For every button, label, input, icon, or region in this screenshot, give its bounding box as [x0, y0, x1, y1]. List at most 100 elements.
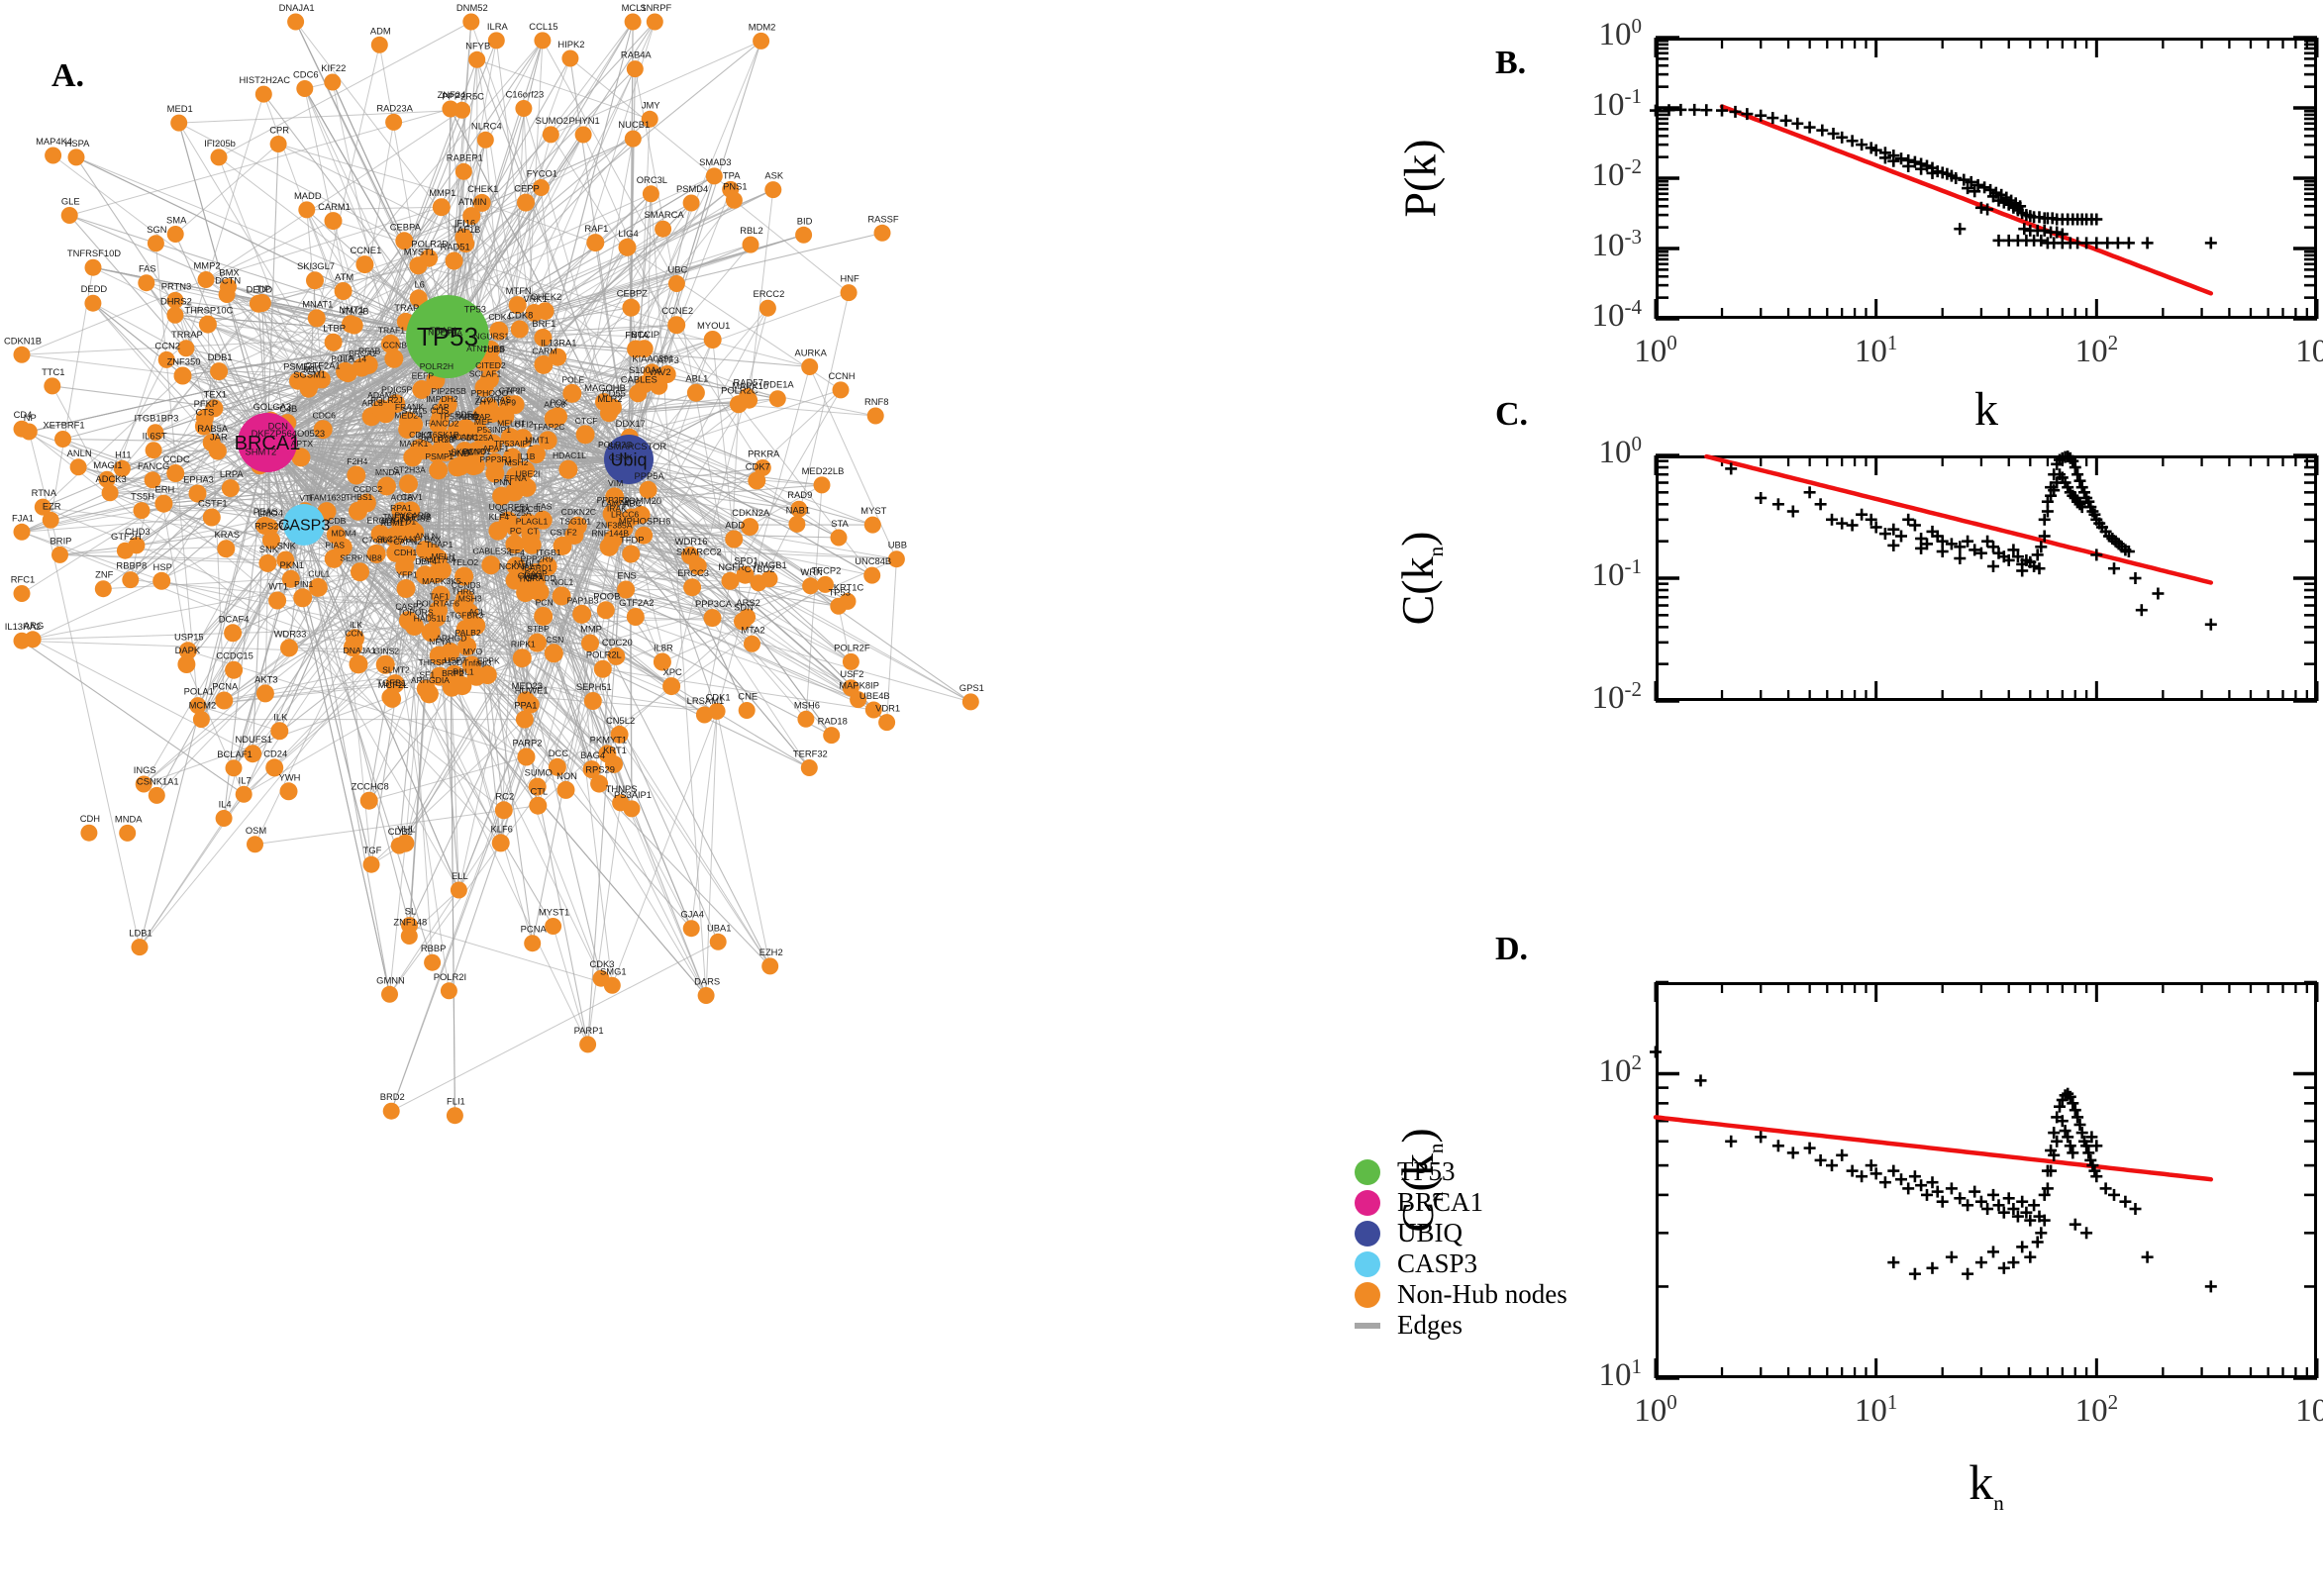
gene-label: CDK4 [488, 312, 511, 322]
gene-label: CHEK1 [467, 183, 498, 194]
gene-label: NFYA [429, 637, 452, 647]
gene-label: RBL1 [453, 667, 474, 677]
data-point [2069, 1104, 2081, 1117]
gene-label: CPTA [441, 328, 463, 338]
gene-label: ZHY [474, 396, 491, 406]
gene-label: ORC3L [637, 174, 667, 185]
gene-label: SNRPF [640, 2, 671, 13]
data-point [2129, 572, 2142, 584]
gene-label: CDC6 [312, 411, 336, 421]
gene-label: ADCK3 [95, 473, 126, 484]
legend-row-brca1: BRCA1 [1355, 1187, 1582, 1218]
data-point [2002, 1192, 2015, 1205]
gene-label: VCP [523, 571, 541, 581]
data-point [1936, 1195, 1949, 1208]
panel-c-ytick-label: 10-1 [1591, 554, 1643, 593]
panel-b-xtick-label: 100 [1634, 331, 1677, 369]
data-point [2011, 1210, 2024, 1223]
gene-label: POLA1 [184, 686, 214, 697]
data-point [1771, 1140, 1784, 1152]
hub-node-casp3[interactable]: CASP3 [278, 504, 331, 546]
data-point [1981, 203, 1994, 216]
gene-label: KLF4 [489, 512, 510, 522]
gene-label: EF4 [509, 548, 525, 557]
data-point [2035, 1227, 2048, 1240]
data-point [2073, 1119, 2086, 1131]
gene-label: THRSP10C [184, 305, 233, 316]
data-point [1954, 223, 1967, 236]
gene-label: TP53AIP1 [439, 411, 477, 421]
gene-label: NTHL1 [514, 558, 541, 568]
panel-b-ticks [1654, 36, 2319, 321]
legend-dot-casp3 [1355, 1250, 1380, 1277]
gene-label: ZNF350 [167, 356, 201, 367]
gene-label: GMNN [376, 974, 405, 985]
gene-label: MED1 [167, 103, 193, 114]
hub-node-tp53[interactable]: TP53 [406, 295, 489, 378]
gene-label: ARL8 [361, 398, 383, 408]
data-point [1915, 162, 1928, 175]
gene-label: FJA1 [12, 512, 34, 523]
gene-label: HIST2H2AC [240, 74, 291, 85]
gene-label: MAPK1 [399, 439, 428, 449]
data-point [2090, 237, 2103, 249]
legend-dot-tp53 [1355, 1158, 1380, 1185]
data-point [2048, 1148, 2061, 1161]
gene-label: CN5L2 [606, 715, 635, 726]
gene-label: CD24 [263, 748, 287, 758]
gene-label: WDR16 [675, 536, 708, 547]
data-point [1865, 1159, 1877, 1172]
gene-label: JUND [447, 449, 469, 458]
panel-d-xtick-label: 102 [2074, 1390, 2119, 1429]
hub-node-ubiq[interactable]: Ubiq [604, 435, 654, 484]
gene-label: SCLAF1 [469, 368, 502, 378]
hub-node-brca1[interactable]: BRCA1 [235, 413, 301, 472]
gene-label: EFNA [504, 473, 527, 483]
gene-label: PIN1 [294, 579, 313, 589]
gene-label: IMPDH2 [426, 394, 458, 404]
gene-label: MDM4 [332, 529, 357, 539]
gene-label: GTF2H [111, 531, 142, 542]
gene-label: L6 [414, 278, 424, 289]
gene-label: ADAM8 [367, 390, 397, 400]
gene-label: BCL2L14 [331, 354, 366, 364]
gene-label: HSP [153, 561, 172, 572]
gene-label: MYST1 [539, 907, 569, 918]
data-point [2119, 1195, 2132, 1208]
data-point [2051, 226, 2064, 239]
gene-label: TOMM20 [623, 495, 661, 506]
gene-label: CPR [269, 125, 289, 136]
gene-label: SMARCSTOR [607, 441, 666, 451]
gene-label: EPPK [477, 656, 500, 666]
gene-label: POLRTAF6 [416, 599, 459, 609]
gene-label: SMARCC2 [676, 547, 722, 557]
panel-d-plot: D. 101102100101102103Cn(kn)kn [1392, 931, 2323, 1596]
gene-label: CARM [532, 346, 556, 355]
gene-label: SUMO2 [536, 115, 568, 126]
gene-label: PEAS [253, 506, 278, 517]
gene-label: PC [510, 526, 522, 536]
panel-b-ytick-label: 10-2 [1591, 154, 1643, 193]
gene-label: STBP [527, 624, 550, 634]
gene-label: MAP4K4 [36, 136, 72, 147]
data-point [2007, 1203, 2020, 1215]
gene-label: TGFBR3 [450, 611, 483, 621]
gene-label: MSH6 [794, 699, 820, 710]
gene-label: EPHA3 [183, 474, 214, 485]
gene-label: PPP2R9 [521, 554, 554, 564]
gene-label: HSPA [65, 138, 91, 149]
data-point [1936, 546, 1949, 557]
data-point [2108, 562, 2120, 575]
data-point [2085, 1131, 2098, 1144]
data-point [2082, 1147, 2095, 1159]
gene-label: VRK1 [523, 293, 548, 304]
legend-label: Non-Hub nodes [1397, 1279, 1567, 1309]
gene-label: ITM2B [342, 306, 369, 317]
data-point [1987, 1246, 1999, 1258]
gene-label: FANCD2 [426, 418, 459, 428]
panel-d-x-axis-title: kn [1969, 1454, 2004, 1515]
gene-label: P53INP1 [477, 425, 512, 435]
gene-label: CARM1 [318, 201, 351, 212]
data-point [1981, 535, 1994, 548]
data-point [2088, 1164, 2101, 1177]
